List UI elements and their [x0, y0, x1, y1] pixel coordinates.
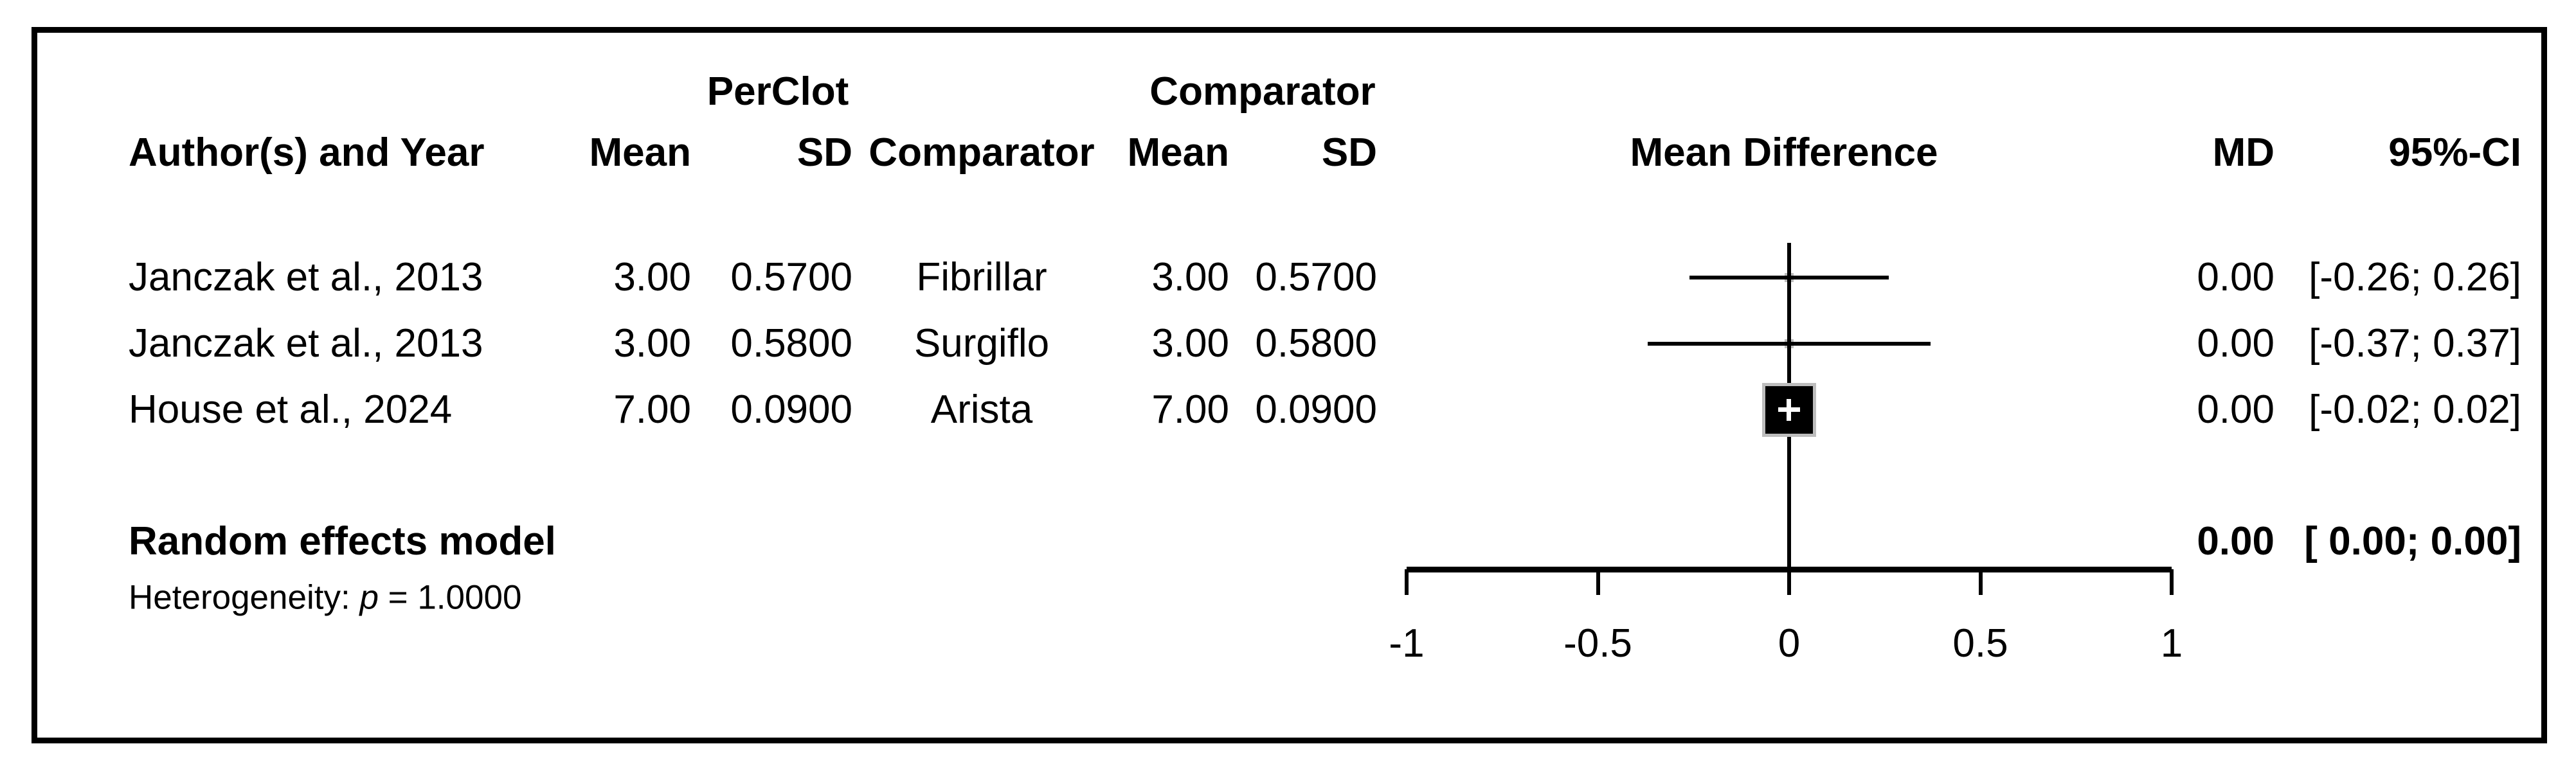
study-author: Janczak et al., 2013 [129, 321, 483, 366]
col-header-perclot-mean: Mean [589, 130, 691, 175]
plot-frame-border [32, 27, 2547, 743]
study-ci-value: [-0.26; 0.26] [2309, 255, 2521, 299]
study-perclot-sd: 0.5800 [730, 321, 852, 366]
study-comparator-sd: 0.5700 [1255, 255, 1377, 299]
study-author: House et al., 2024 [129, 387, 453, 432]
group-header-comparator: Comparator [1149, 69, 1376, 114]
study-md-value: 0.00 [2197, 387, 2274, 432]
heterogeneity-prefix: Heterogeneity: [129, 578, 360, 617]
col-header-author: Author(s) and Year [129, 130, 485, 175]
study-author: Janczak et al., 2013 [129, 255, 483, 299]
heterogeneity-note: Heterogeneity: p = 1.0000 [129, 581, 521, 615]
study-perclot-sd: 0.0900 [730, 387, 852, 432]
col-header-comparator-sd: SD [1321, 130, 1377, 175]
study-perclot-mean: 3.00 [613, 255, 691, 299]
study-comparator-sd: 0.0900 [1255, 387, 1377, 432]
heterogeneity-value: = 1.0000 [378, 578, 522, 617]
col-header-ci: 95%-CI [2388, 130, 2521, 175]
study-perclot-sd: 0.5700 [730, 255, 852, 299]
group-header-perclot: PerClot [707, 69, 849, 114]
summary-md-value: 0.00 [2197, 519, 2274, 563]
study-ci-value: [-0.37; 0.37] [2309, 321, 2521, 366]
study-perclot-mean: 7.00 [613, 387, 691, 432]
study-comparator-name: Fibrillar [916, 255, 1047, 299]
col-header-comparator-name: Comparator [869, 130, 1095, 175]
study-comparator-mean: 3.00 [1151, 255, 1229, 299]
study-comparator-name: Surgiflo [914, 321, 1050, 366]
study-comparator-name: Arista [930, 387, 1033, 432]
summary-ci-value: [ 0.00; 0.00] [2304, 519, 2521, 563]
study-comparator-mean: 3.00 [1151, 321, 1229, 366]
col-header-perclot-sd: SD [797, 130, 852, 175]
heterogeneity-p-symbol: p [359, 578, 379, 617]
study-ci-value: [-0.02; 0.02] [2309, 387, 2521, 432]
study-comparator-mean: 7.00 [1151, 387, 1229, 432]
study-perclot-mean: 3.00 [613, 321, 691, 366]
summary-label: Random effects model [129, 519, 556, 563]
study-comparator-sd: 0.5800 [1255, 321, 1377, 366]
study-md-value: 0.00 [2197, 255, 2274, 299]
col-header-md: MD [2212, 130, 2274, 175]
study-md-value: 0.00 [2197, 321, 2274, 366]
col-header-mean-difference: Mean Difference [1630, 130, 1938, 175]
col-header-comparator-mean: Mean [1127, 130, 1229, 175]
